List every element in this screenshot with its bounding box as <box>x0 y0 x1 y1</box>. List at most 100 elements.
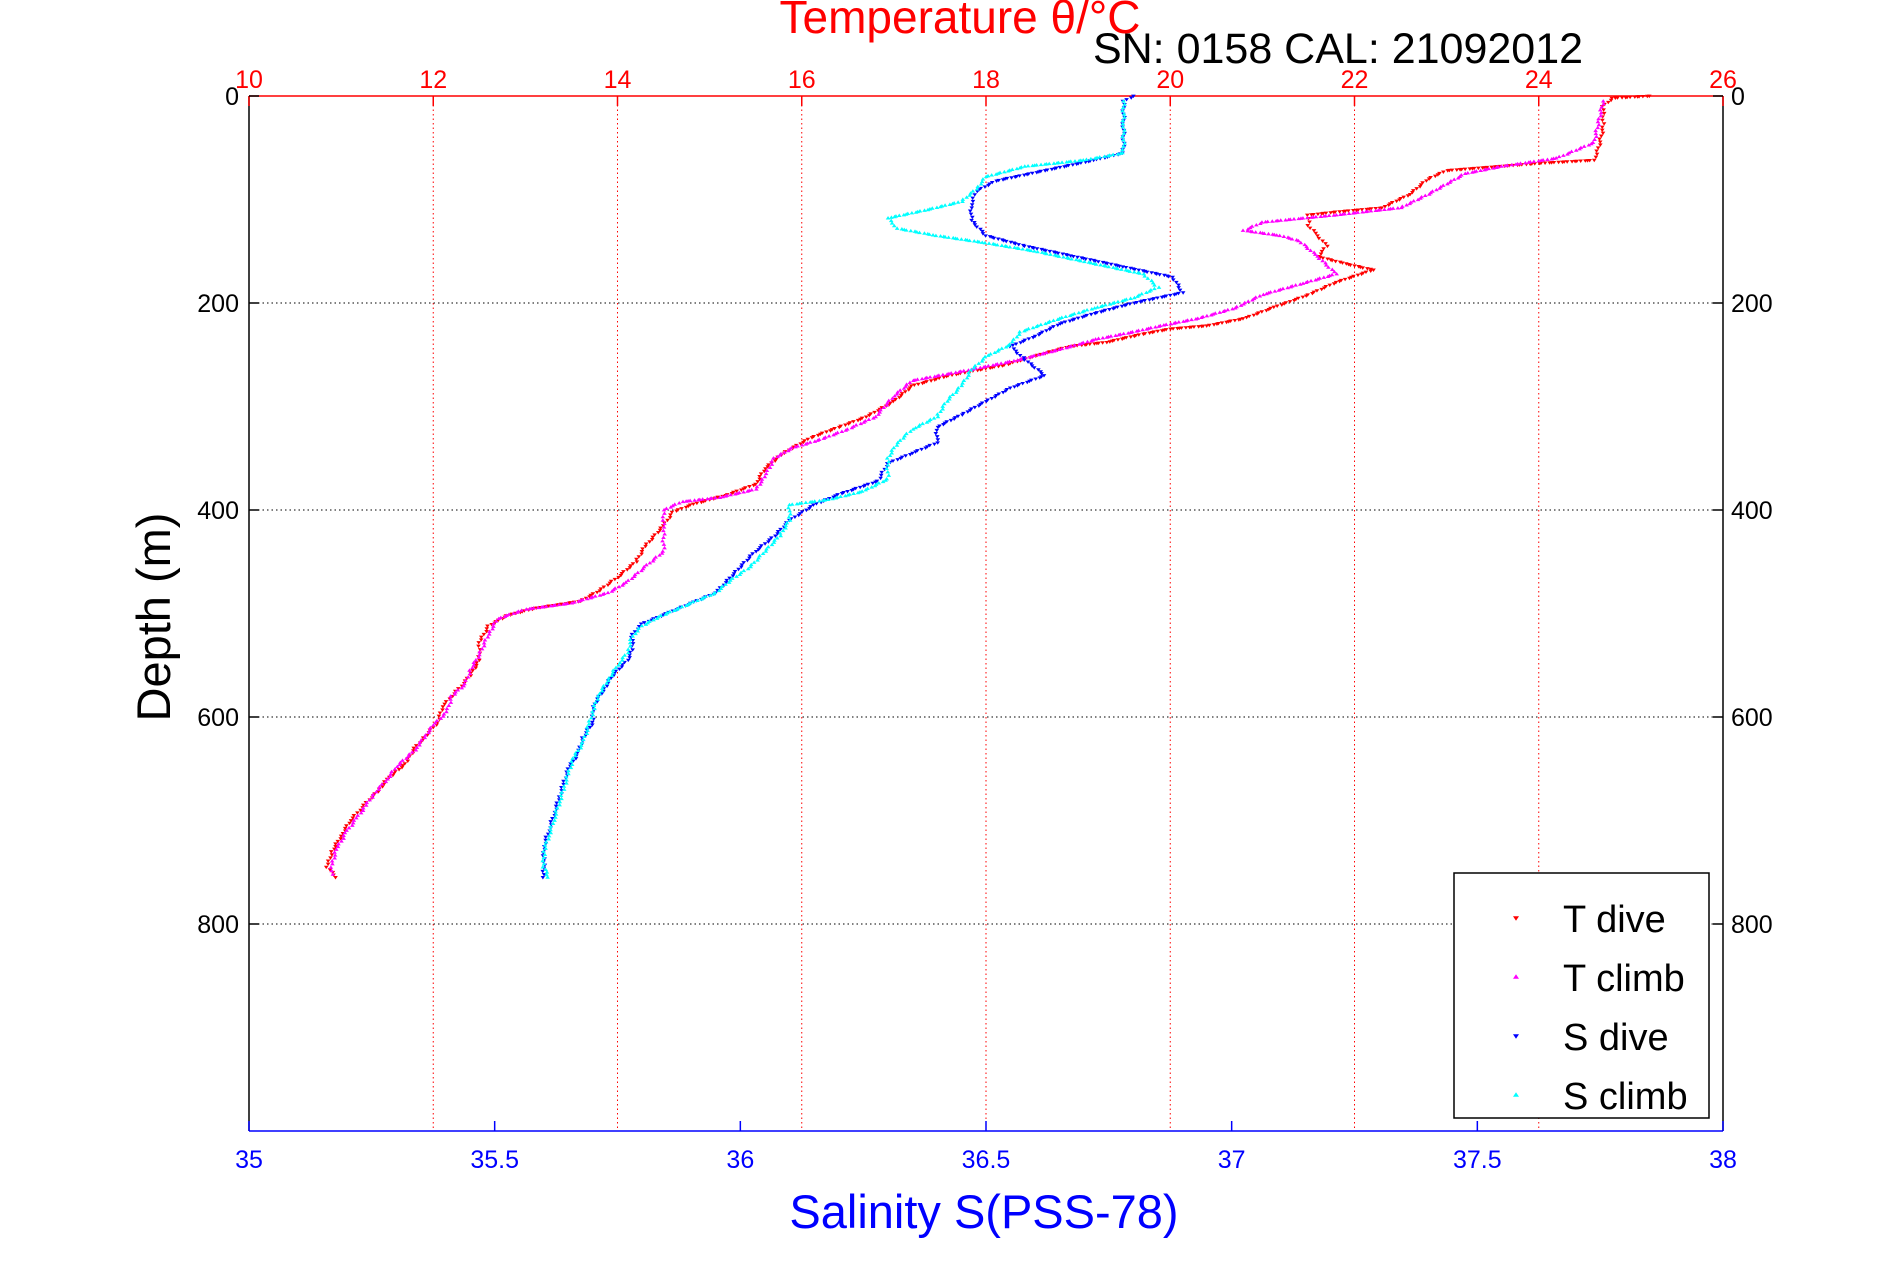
data-point <box>554 806 560 810</box>
data-point <box>1327 283 1333 288</box>
data-point <box>594 700 600 704</box>
data-point <box>477 658 482 663</box>
data-point <box>1601 102 1606 106</box>
data-point <box>1156 285 1162 289</box>
data-point <box>960 197 966 201</box>
data-point <box>976 239 982 244</box>
data-point <box>941 375 947 380</box>
data-point <box>927 443 933 448</box>
top-tick-label: 16 <box>788 66 816 94</box>
data-point <box>332 850 337 854</box>
data-point <box>1082 343 1088 347</box>
data-point <box>1089 338 1094 343</box>
data-point <box>1013 349 1019 354</box>
data-point <box>775 454 780 459</box>
data-point <box>443 700 449 704</box>
data-point <box>898 394 904 398</box>
legend-marker <box>1513 1034 1519 1039</box>
data-point <box>455 688 461 692</box>
data-point <box>1600 118 1605 123</box>
data-point <box>979 179 985 184</box>
data-point <box>711 592 716 596</box>
data-point <box>333 842 338 846</box>
data-point <box>1141 271 1147 276</box>
data-point <box>880 479 886 484</box>
data-point <box>1469 170 1475 174</box>
data-point <box>956 369 962 374</box>
data-point <box>1307 226 1313 231</box>
data-point <box>1088 258 1093 262</box>
data-point <box>901 436 906 440</box>
data-point <box>805 437 811 442</box>
data-point <box>1316 256 1322 261</box>
data-point <box>1320 256 1326 261</box>
data-point <box>605 590 611 595</box>
data-point <box>557 799 563 804</box>
data-point <box>922 231 927 235</box>
data-point <box>903 384 909 388</box>
data-point <box>548 830 554 835</box>
data-point <box>888 218 894 223</box>
data-point <box>1254 312 1260 316</box>
data-point <box>1598 143 1603 147</box>
data-point <box>1131 270 1137 274</box>
data-point <box>774 536 780 540</box>
data-point <box>329 853 335 857</box>
data-point <box>1039 372 1044 376</box>
data-point <box>886 459 892 464</box>
data-point <box>639 550 645 554</box>
data-point <box>889 221 895 225</box>
data-point <box>628 564 633 568</box>
data-point <box>550 821 556 825</box>
data-point <box>1389 201 1395 205</box>
data-point <box>1042 162 1048 166</box>
data-point <box>490 626 495 631</box>
data-point <box>680 499 686 504</box>
data-point <box>612 577 618 582</box>
top-tick-label: 18 <box>972 66 1000 94</box>
data-point <box>1159 295 1165 300</box>
data-point <box>1048 252 1053 256</box>
data-point <box>948 418 954 423</box>
data-point <box>584 731 590 735</box>
data-point <box>1119 267 1124 271</box>
data-point <box>573 757 579 761</box>
data-point <box>989 173 994 177</box>
data-point <box>600 686 605 690</box>
data-point <box>1027 355 1033 359</box>
data-point <box>1355 210 1360 214</box>
data-point <box>1599 125 1605 130</box>
data-point <box>1347 276 1352 281</box>
data-point <box>597 691 602 696</box>
data-point <box>1189 317 1194 322</box>
data-point <box>1048 349 1054 354</box>
data-point <box>1411 198 1416 203</box>
data-point <box>1426 192 1432 196</box>
data-point <box>987 366 993 371</box>
data-point <box>1096 336 1101 341</box>
bottom-tick-label: 35.5 <box>470 1146 519 1174</box>
data-point <box>367 797 373 802</box>
data-point <box>1359 208 1365 212</box>
data-point <box>902 390 908 394</box>
data-point <box>1072 159 1078 163</box>
data-point <box>323 865 329 870</box>
data-point <box>1597 137 1602 141</box>
data-point <box>333 844 338 849</box>
data-point <box>462 681 467 686</box>
data-point <box>935 425 941 430</box>
data-point <box>1211 323 1217 327</box>
data-point <box>350 820 356 825</box>
data-point <box>769 462 775 466</box>
data-point <box>355 813 360 817</box>
data-point <box>1002 169 1007 174</box>
data-point <box>858 421 864 426</box>
data-point <box>660 514 666 519</box>
data-point <box>481 632 487 637</box>
data-point <box>1115 338 1121 342</box>
right-tick-label: 0 <box>1731 83 1745 111</box>
data-point <box>1036 368 1041 372</box>
data-point <box>437 711 443 715</box>
data-point <box>553 804 559 809</box>
